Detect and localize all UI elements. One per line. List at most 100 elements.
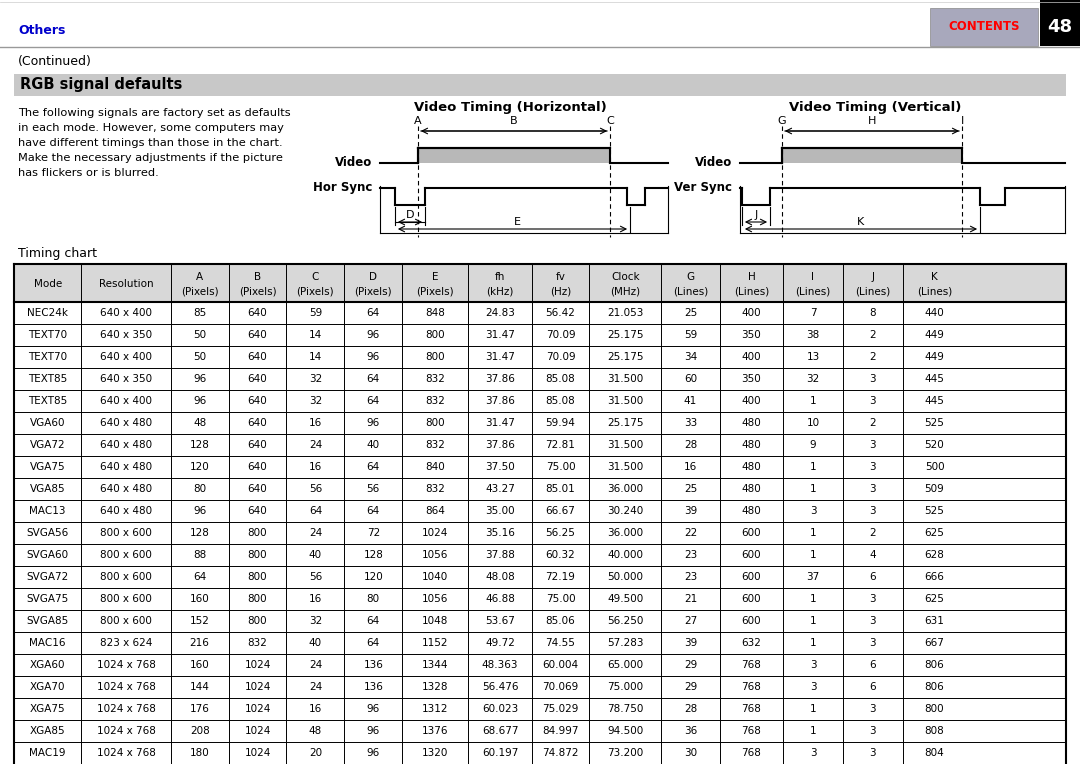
Text: 25: 25 [684,308,697,318]
Text: SVGA60: SVGA60 [27,550,69,560]
Text: 31.47: 31.47 [485,352,515,362]
Text: NEC24k: NEC24k [27,308,68,318]
Text: 70.09: 70.09 [545,352,576,362]
Text: 56.476: 56.476 [482,682,518,692]
Text: 1: 1 [810,462,816,472]
Text: 23: 23 [684,550,697,560]
Text: Make the necessary adjustments if the picture: Make the necessary adjustments if the pi… [18,153,283,163]
Text: 16: 16 [309,418,322,428]
Text: 667: 667 [924,638,944,648]
Text: 16: 16 [309,462,322,472]
Text: 640: 640 [247,330,268,340]
Text: 1: 1 [810,528,816,538]
Text: 445: 445 [924,374,944,384]
Text: 3: 3 [869,484,876,494]
Text: 1024: 1024 [244,682,271,692]
Text: 37.86: 37.86 [485,374,515,384]
Text: 27: 27 [684,616,697,626]
Text: 24: 24 [309,682,322,692]
Text: 120: 120 [363,572,383,582]
Text: D: D [369,272,377,282]
Text: 37: 37 [807,572,820,582]
Text: H: H [868,116,876,126]
Text: 75.00: 75.00 [545,594,576,604]
Text: Mode: Mode [33,279,62,289]
Text: 823 x 624: 823 x 624 [99,638,152,648]
Text: 33: 33 [684,418,697,428]
Text: 640 x 480: 640 x 480 [100,462,152,472]
Text: 1024 x 768: 1024 x 768 [96,682,156,692]
Text: 640 x 480: 640 x 480 [100,484,152,494]
Bar [1040,0,1080,46]
Text: 632: 632 [742,638,761,648]
Text: Resolution: Resolution [98,279,153,289]
Text: 3: 3 [810,660,816,670]
Text: 96: 96 [193,396,206,406]
Text: 800 x 600: 800 x 600 [100,550,152,560]
Text: 640 x 400: 640 x 400 [100,352,152,362]
Text: 24.83: 24.83 [485,308,515,318]
Text: 625: 625 [924,528,944,538]
Text: 1024 x 768: 1024 x 768 [96,660,156,670]
Text: 1048: 1048 [422,616,448,626]
Text: Video: Video [694,157,732,170]
Text: (Pixels): (Pixels) [297,286,334,296]
Text: D: D [406,210,415,220]
Text: 40: 40 [367,440,380,450]
Text: 56.42: 56.42 [545,308,576,318]
Text: 96: 96 [366,418,380,428]
Text: 3: 3 [869,374,876,384]
Text: 525: 525 [924,506,944,516]
Text: 640: 640 [247,440,268,450]
Text: 525: 525 [924,418,944,428]
Text: 29: 29 [684,660,697,670]
Text: 128: 128 [363,550,383,560]
Text: 640 x 480: 640 x 480 [100,506,152,516]
Bar [930,8,1038,46]
Text: 96: 96 [366,330,380,340]
Text: 56: 56 [366,484,380,494]
Text: TEXT85: TEXT85 [28,396,67,406]
Text: 56: 56 [309,484,322,494]
Text: 78.750: 78.750 [607,704,644,714]
Text: 3: 3 [869,462,876,472]
Text: 625: 625 [924,594,944,604]
Text: 1344: 1344 [422,660,448,670]
Text: 640: 640 [247,418,268,428]
Text: The following signals are factory set as defaults: The following signals are factory set as… [18,108,291,118]
Text: Hor Sync: Hor Sync [312,182,372,195]
Text: 36.000: 36.000 [607,484,644,494]
Text: 75.000: 75.000 [607,682,644,692]
Text: 800: 800 [426,418,445,428]
Text: 500: 500 [924,462,944,472]
Text: 600: 600 [742,594,761,604]
Text: 440: 440 [924,308,944,318]
Text: 16: 16 [309,594,322,604]
Text: 74.872: 74.872 [542,748,579,758]
Text: TEXT70: TEXT70 [28,352,67,362]
Text: 4: 4 [869,550,876,560]
Text: 3: 3 [869,616,876,626]
Text: 840: 840 [426,462,445,472]
Text: MAC13: MAC13 [29,506,66,516]
Text: 39: 39 [684,638,697,648]
Text: 136: 136 [363,660,383,670]
Text: SVGA75: SVGA75 [27,594,69,604]
Text: (Continued): (Continued) [18,56,92,69]
Text: 1: 1 [810,550,816,560]
Text: 640: 640 [247,352,268,362]
Text: 1152: 1152 [422,638,448,648]
Text: 60.197: 60.197 [482,748,518,758]
Text: (Lines): (Lines) [795,286,831,296]
Text: 1: 1 [810,484,816,494]
Text: 832: 832 [426,440,445,450]
Text: 640 x 350: 640 x 350 [100,330,152,340]
Text: A: A [197,272,203,282]
Text: have different timings than those in the chart.: have different timings than those in the… [18,138,283,148]
Text: 400: 400 [742,308,761,318]
Text: 56.25: 56.25 [545,528,576,538]
Text: I: I [811,272,814,282]
Text: 72.19: 72.19 [545,572,576,582]
Text: E: E [432,272,438,282]
Text: 13: 13 [807,352,820,362]
